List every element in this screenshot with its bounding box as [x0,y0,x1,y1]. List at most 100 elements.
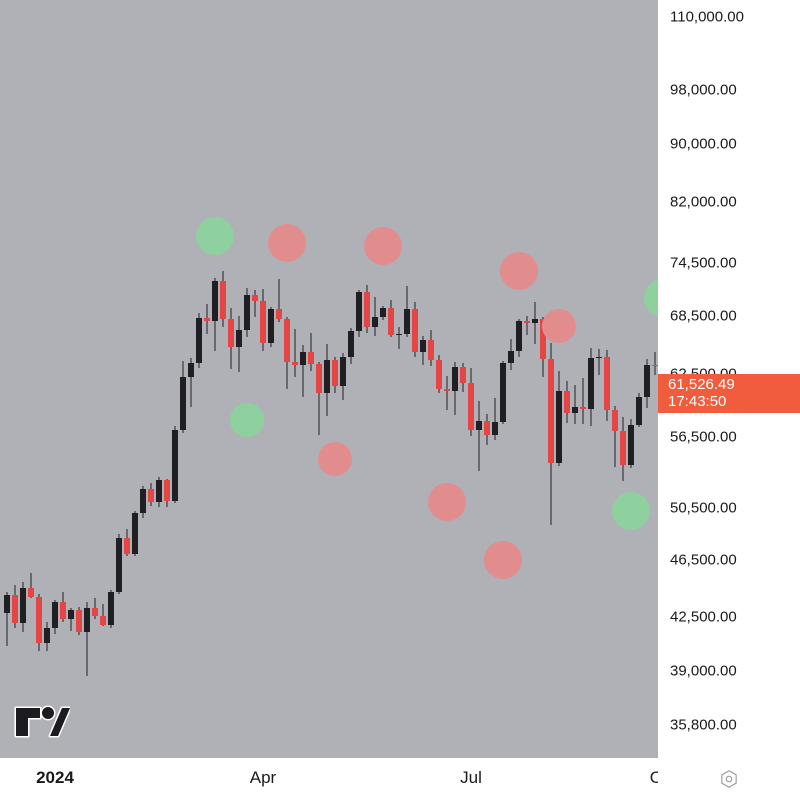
chart-plot-area[interactable] [0,0,658,758]
candle[interactable] [68,608,74,630]
candle[interactable] [172,426,178,503]
countdown-value: 17:43:50 [668,393,794,410]
candle[interactable] [596,349,602,375]
candle[interactable] [532,302,538,344]
candle[interactable] [396,327,402,349]
candle[interactable] [164,479,170,507]
candle[interactable] [484,414,490,445]
candle[interactable] [476,401,482,471]
candle[interactable] [340,353,346,400]
candle[interactable] [492,398,498,439]
candle[interactable] [12,585,18,627]
candle[interactable] [564,381,570,423]
y-tick: 42,500.00 [658,610,800,625]
candle[interactable] [220,271,226,327]
candle[interactable] [188,358,194,407]
candle[interactable] [548,343,554,525]
candle[interactable] [28,573,34,598]
candle[interactable] [236,316,242,372]
candle[interactable] [292,329,298,377]
y-tick: 39,000.00 [658,664,800,679]
candle[interactable] [4,592,10,646]
y-tick: 110,000.00 [658,9,800,24]
settings-icon[interactable] [718,768,740,796]
candle[interactable] [388,300,394,337]
candle[interactable] [260,289,266,351]
candle[interactable] [252,290,258,317]
candle[interactable] [644,359,650,408]
candle[interactable] [300,345,306,397]
candle[interactable] [36,594,42,651]
candle[interactable] [52,600,58,634]
x-tick: Apr [250,758,276,800]
candle[interactable] [428,330,434,366]
candle[interactable] [460,363,466,392]
y-tick: 56,500.00 [658,430,800,445]
candle[interactable] [212,278,218,351]
candle[interactable] [556,371,562,466]
candle[interactable] [196,313,202,368]
tradingview-logo[interactable] [14,704,70,746]
candle[interactable] [132,511,138,557]
candle[interactable] [76,607,82,635]
candle[interactable] [612,406,618,467]
candle[interactable] [332,357,338,393]
candle[interactable] [284,317,290,389]
candle[interactable] [44,622,50,651]
candle[interactable] [156,477,162,507]
candle[interactable] [124,529,130,557]
candle[interactable] [452,362,458,416]
candle[interactable] [516,319,522,357]
candle[interactable] [308,333,314,371]
candle[interactable] [356,290,362,337]
candle[interactable] [524,316,530,335]
candle[interactable] [100,604,106,626]
last-price-value: 61,526.49 [668,376,794,393]
candle[interactable] [140,486,146,518]
candle[interactable] [572,385,578,424]
signal-dot-green [612,492,650,530]
candle[interactable] [580,378,586,424]
x-tick: Jul [460,758,482,800]
candle[interactable] [500,361,506,424]
candle[interactable] [148,483,154,506]
last-price-tag[interactable]: 61,526.49 17:43:50 [658,374,800,413]
candle[interactable] [92,598,98,619]
candle[interactable] [204,304,210,334]
y-tick: 35,800.00 [658,718,800,733]
candle[interactable] [180,361,186,433]
candle[interactable] [228,308,234,369]
candle[interactable] [372,297,378,336]
candle[interactable] [468,368,474,437]
signal-dot-red [364,227,402,265]
signal-dot-red [484,541,522,579]
x-axis[interactable]: 2024AprJulOct [0,758,658,800]
candle[interactable] [268,307,274,347]
candle[interactable] [324,344,330,415]
candle[interactable] [412,302,418,357]
candle[interactable] [108,590,114,628]
candle[interactable] [276,279,282,322]
chart-root: 110,000.0098,000.0090,000.0082,000.0074,… [0,0,800,800]
candle[interactable] [636,393,642,427]
candle[interactable] [20,582,26,632]
candle[interactable] [348,328,354,364]
candle[interactable] [244,288,250,337]
y-tick: 68,500.00 [658,308,800,323]
candle[interactable] [604,350,610,421]
candle[interactable] [420,336,426,365]
candle[interactable] [588,348,594,426]
y-tick: 46,500.00 [658,553,800,568]
candle[interactable] [380,306,386,320]
candle[interactable] [508,339,514,369]
candle[interactable] [364,285,370,332]
candle[interactable] [436,355,442,393]
candle[interactable] [116,534,122,594]
candle[interactable] [316,362,322,435]
candle[interactable] [60,592,66,621]
candle[interactable] [444,376,450,410]
candle[interactable] [628,419,634,469]
candle[interactable] [84,602,90,676]
candle[interactable] [404,286,410,337]
candle[interactable] [620,417,626,482]
